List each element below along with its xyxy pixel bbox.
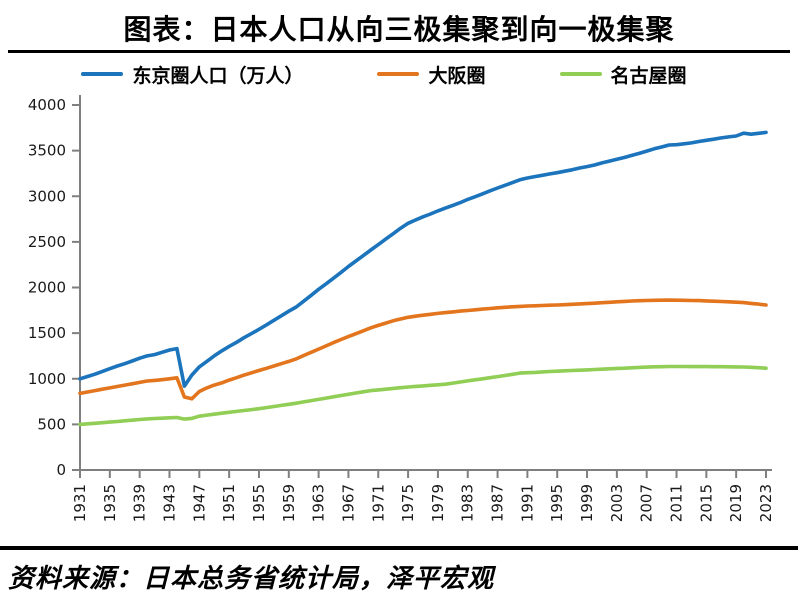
svg-text:1500: 1500 [28, 324, 66, 342]
tokyo-line-swatch-icon [81, 72, 124, 76]
svg-text:1939: 1939 [131, 484, 149, 522]
svg-text:2003: 2003 [608, 484, 626, 522]
svg-text:2015: 2015 [697, 484, 715, 522]
svg-text:1979: 1979 [429, 484, 447, 522]
svg-text:4000: 4000 [28, 96, 66, 114]
svg-text:1995: 1995 [548, 484, 566, 522]
svg-text:1959: 1959 [280, 484, 298, 522]
svg-text:2023: 2023 [757, 484, 775, 522]
svg-text:1951: 1951 [220, 484, 238, 522]
legend-item-osaka: 大阪圈 [377, 61, 486, 88]
legend-label-tokyo: 东京圈人口（万人） [132, 65, 304, 87]
svg-text:1975: 1975 [399, 484, 417, 522]
legend-item-nagoya: 名古屋圈 [559, 61, 687, 88]
svg-text:1999: 1999 [578, 484, 596, 522]
legend-label-nagoya: 名古屋圈 [610, 65, 687, 87]
svg-text:2000: 2000 [28, 279, 66, 297]
svg-text:1987: 1987 [489, 484, 507, 522]
chart-legend: 东京圈人口（万人） 大阪圈 名古屋圈 [0, 59, 768, 89]
svg-text:1000: 1000 [28, 370, 66, 388]
svg-text:2019: 2019 [727, 484, 745, 522]
source-note: 资料来源：日本总务省统计局，泽平宏观 [8, 564, 495, 593]
line-chart: 0 500 1000 1500 2000 2500 3000 3500 4000 1931 1935… [28, 95, 775, 522]
source-divider-rule [0, 546, 798, 550]
osaka-line-swatch-icon [377, 72, 420, 76]
svg-text:1991: 1991 [518, 484, 536, 522]
svg-text:1943: 1943 [160, 484, 178, 522]
svg-text:2500: 2500 [28, 233, 66, 251]
svg-text:1967: 1967 [339, 484, 357, 522]
svg-text:1983: 1983 [459, 484, 477, 522]
svg-text:1971: 1971 [369, 484, 387, 522]
title-divider-rule [8, 50, 790, 53]
svg-text:1935: 1935 [101, 484, 119, 522]
svg-text:500: 500 [37, 415, 66, 433]
page-title: 图表：日本人口从向三极集聚到向一极集聚 [123, 15, 675, 46]
legend-item-tokyo: 东京圈人口（万人） [81, 61, 303, 88]
svg-text:1947: 1947 [190, 484, 208, 522]
svg-text:1931: 1931 [71, 484, 89, 522]
svg-text:1955: 1955 [250, 484, 268, 522]
svg-text:0: 0 [56, 461, 66, 479]
svg-text:2007: 2007 [638, 484, 656, 522]
nagoya-line-swatch-icon [559, 72, 602, 76]
svg-text:2011: 2011 [668, 484, 686, 522]
legend-label-osaka: 大阪圈 [428, 65, 486, 87]
svg-text:3500: 3500 [28, 142, 66, 160]
svg-text:1963: 1963 [310, 484, 328, 522]
svg-text:3000: 3000 [28, 187, 66, 205]
